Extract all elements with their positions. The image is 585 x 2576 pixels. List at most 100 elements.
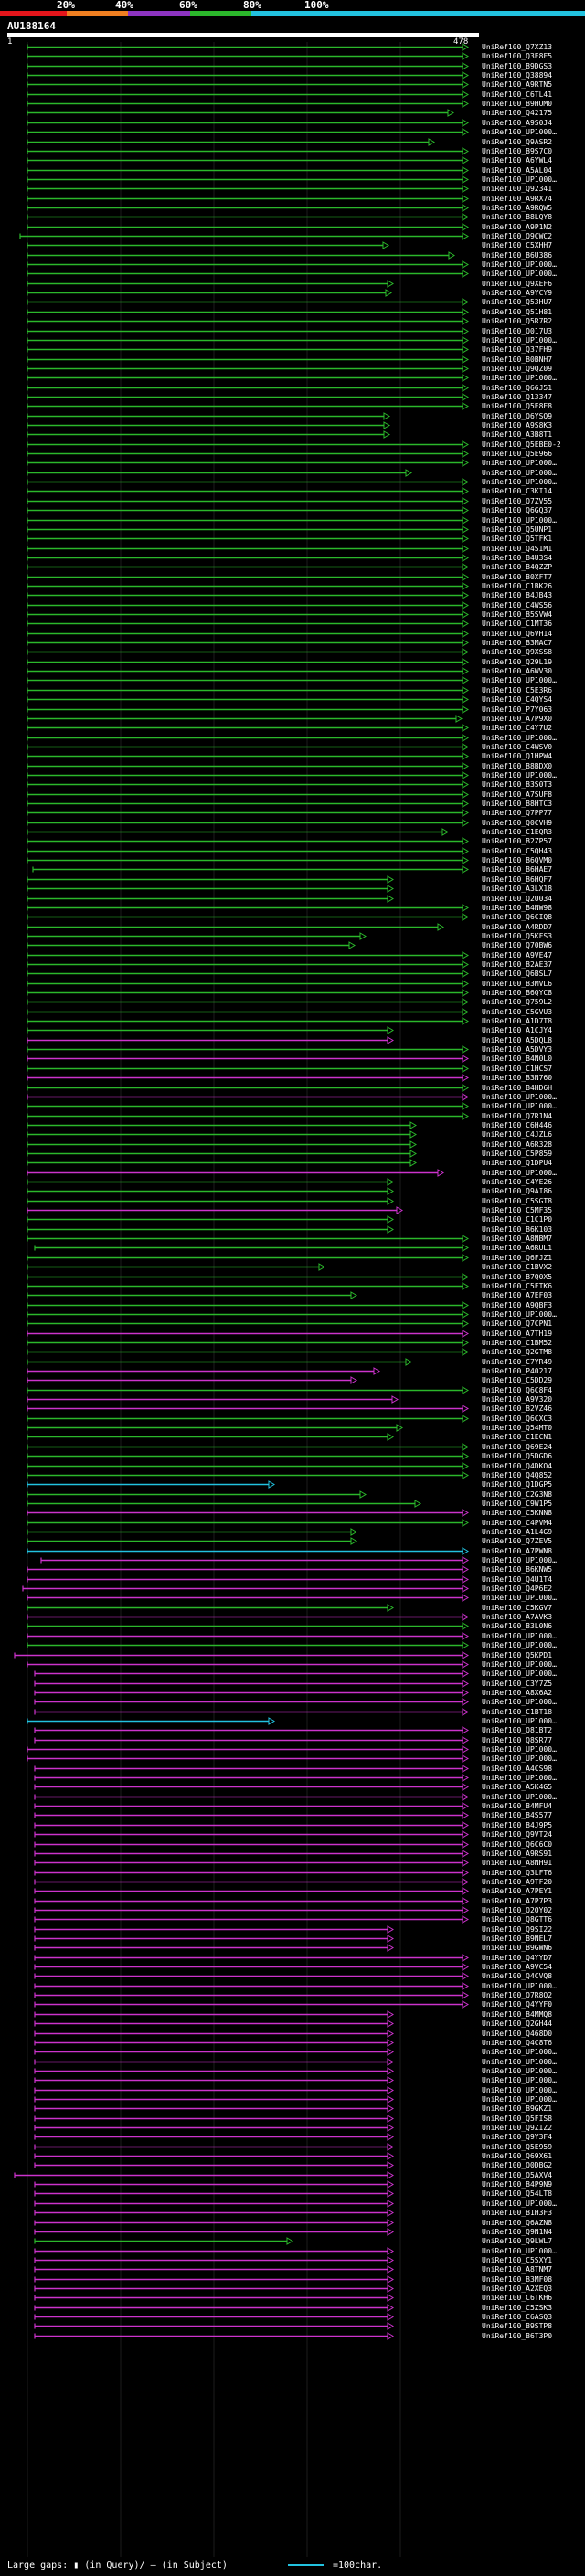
hit-label[interactable]: UniRef100_UP1000…: [482, 1169, 557, 1177]
hit-row[interactable]: [27, 336, 469, 345]
hit-label[interactable]: UniRef100_A8X6A2: [482, 1689, 553, 1697]
hit-row[interactable]: [27, 1074, 469, 1082]
hit-row[interactable]: [27, 1225, 394, 1234]
hit-label[interactable]: UniRef100_Q4YYF0: [482, 2000, 553, 2009]
hit-row[interactable]: [27, 100, 469, 108]
hit-row[interactable]: [27, 1254, 469, 1262]
hit-label[interactable]: UniRef100_A9VC54: [482, 1963, 553, 1971]
hit-label[interactable]: UniRef100_UP1000…: [482, 1093, 557, 1101]
hit-row[interactable]: [27, 1140, 417, 1149]
hit-row[interactable]: [27, 156, 469, 164]
hit-row[interactable]: [27, 525, 469, 534]
hit-row[interactable]: [27, 1235, 469, 1243]
hit-row[interactable]: [27, 1291, 357, 1299]
hit-row[interactable]: [27, 204, 469, 212]
hit-label[interactable]: UniRef100_C5KNN8: [482, 1509, 553, 1517]
hit-row[interactable]: [34, 1765, 469, 1773]
hit-label[interactable]: UniRef100_Q5AXV4: [482, 2171, 553, 2179]
hit-label[interactable]: UniRef100_Q9VT24: [482, 1830, 553, 1839]
hit-label[interactable]: UniRef100_Q9ASR2: [482, 138, 553, 146]
hit-row[interactable]: [27, 762, 469, 770]
hit-row[interactable]: [27, 828, 449, 836]
hit-row[interactable]: [27, 847, 469, 855]
hit-label[interactable]: UniRef100_B9HUM0: [482, 100, 553, 108]
hit-label[interactable]: UniRef100_A7PWN8: [482, 1547, 553, 1555]
hit-row[interactable]: [27, 506, 469, 514]
hit-row[interactable]: [27, 138, 435, 146]
hit-label[interactable]: UniRef100_Q7XZ13: [482, 43, 553, 51]
hit-label[interactable]: UniRef100_UP1000…: [482, 1102, 557, 1110]
hit-row[interactable]: [27, 1575, 469, 1584]
hit-row[interactable]: [34, 2313, 394, 2321]
hit-row[interactable]: [22, 1585, 469, 1593]
hit-row[interactable]: [27, 241, 389, 249]
hit-label[interactable]: UniRef100_Q29L19: [482, 658, 553, 666]
hit-row[interactable]: [27, 1273, 469, 1281]
hit-row[interactable]: [34, 2304, 394, 2312]
hit-row[interactable]: [19, 232, 469, 240]
hit-row[interactable]: [34, 1887, 469, 1895]
hit-row[interactable]: [27, 1509, 469, 1517]
hit-row[interactable]: [34, 1830, 469, 1839]
hit-label[interactable]: UniRef100_UP1000…: [482, 2058, 557, 2066]
hit-label[interactable]: UniRef100_Q8SR77: [482, 1736, 553, 1744]
hit-label[interactable]: UniRef100_UP1000…: [482, 2076, 557, 2084]
hit-label[interactable]: UniRef100_UP1000…: [482, 2247, 557, 2255]
hit-label[interactable]: UniRef100_B6QYC8: [482, 989, 553, 997]
hit-label[interactable]: UniRef100_B8BDX0: [482, 762, 553, 770]
hit-row[interactable]: [32, 865, 469, 874]
hit-row[interactable]: [27, 658, 469, 666]
hit-row[interactable]: [27, 478, 469, 486]
hit-label[interactable]: UniRef100_C4WS56: [482, 601, 553, 610]
hit-label[interactable]: UniRef100_UP1000…: [482, 734, 557, 742]
hit-label[interactable]: UniRef100_A9QBF3: [482, 1301, 553, 1309]
hit-label[interactable]: UniRef100_B4NW98: [482, 904, 553, 912]
hit-label[interactable]: UniRef100_UP1000…: [482, 336, 557, 345]
hit-label[interactable]: UniRef100_B0BNH7: [482, 355, 553, 364]
hit-row[interactable]: [27, 1471, 469, 1479]
hit-label[interactable]: UniRef100_B7Q0X5: [482, 1273, 553, 1281]
hit-label[interactable]: UniRef100_C5FTK6: [482, 1282, 553, 1290]
hit-row[interactable]: [27, 195, 469, 203]
hit-row[interactable]: [27, 1754, 469, 1763]
hit-row[interactable]: [27, 1480, 275, 1489]
hit-row[interactable]: [27, 1641, 469, 1649]
hit-row[interactable]: [27, 591, 469, 599]
hit-label[interactable]: UniRef100_Q9CWC2: [482, 232, 553, 240]
hit-row[interactable]: [34, 2322, 394, 2330]
hit-row[interactable]: [34, 2058, 394, 2066]
hit-label[interactable]: UniRef100_B4QZZP: [482, 563, 553, 571]
hit-row[interactable]: [34, 1736, 469, 1744]
hit-row[interactable]: [27, 573, 469, 581]
hit-label[interactable]: UniRef100_P7Y063: [482, 705, 553, 714]
hit-label[interactable]: UniRef100_Q6FJZ1: [482, 1254, 553, 1262]
hit-row[interactable]: [27, 487, 469, 495]
hit-row[interactable]: [27, 280, 394, 288]
hit-label[interactable]: UniRef100_UP1000…: [482, 478, 557, 486]
hit-label[interactable]: UniRef100_Q6YSQ9: [482, 412, 553, 420]
hit-row[interactable]: [27, 1310, 469, 1319]
hit-row[interactable]: [27, 1622, 469, 1630]
hit-label[interactable]: UniRef100_C1BM52: [482, 1339, 553, 1347]
hit-row[interactable]: [34, 2180, 394, 2189]
hit-row[interactable]: [27, 724, 469, 732]
hit-label[interactable]: UniRef100_C6ASQ3: [482, 2313, 553, 2321]
hit-label[interactable]: UniRef100_A6WV30: [482, 667, 553, 675]
hit-row[interactable]: [27, 648, 469, 656]
hit-row[interactable]: [34, 1726, 469, 1734]
hit-row[interactable]: [34, 2228, 394, 2236]
hit-label[interactable]: UniRef100_Q1DPU4: [482, 1159, 553, 1167]
hit-label[interactable]: UniRef100_B8HTC3: [482, 800, 553, 808]
hit-row[interactable]: [34, 1925, 394, 1934]
hit-label[interactable]: UniRef100_A2XEQ3: [482, 2284, 553, 2293]
hit-label[interactable]: UniRef100_B6HAE7: [482, 865, 553, 874]
hit-label[interactable]: UniRef100_Q7PP77: [482, 809, 553, 817]
hit-label[interactable]: UniRef100_B4HD6H: [482, 1084, 553, 1092]
hit-row[interactable]: [27, 1169, 444, 1177]
hit-label[interactable]: UniRef100_Q5UNP1: [482, 525, 553, 534]
hit-row[interactable]: [34, 2086, 394, 2094]
hit-row[interactable]: [27, 1102, 469, 1110]
hit-label[interactable]: UniRef100_C4YE26: [482, 1178, 553, 1186]
hit-label[interactable]: UniRef100_B3N760: [482, 1074, 553, 1082]
hit-label[interactable]: UniRef100_C1MT36: [482, 620, 553, 628]
